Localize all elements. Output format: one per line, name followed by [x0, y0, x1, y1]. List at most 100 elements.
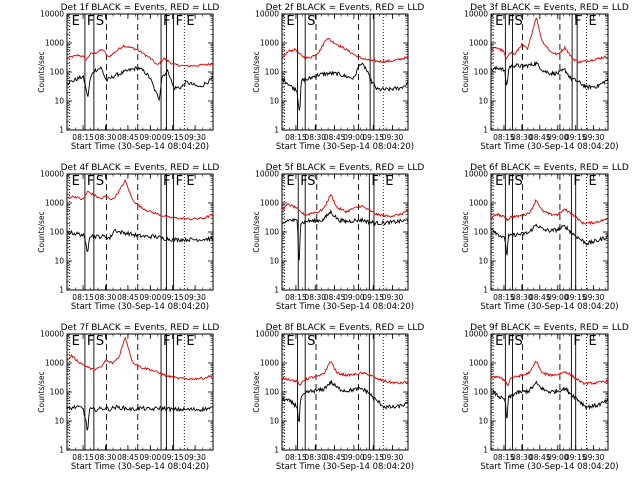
y-tick-label: 10000 [255, 10, 279, 19]
y-tick-label: 10000 [255, 170, 279, 179]
event-marker-label: S [307, 14, 315, 29]
series-line [66, 404, 213, 431]
y-tick-label: 1 [274, 286, 279, 295]
x-tick-label: 08:45 [324, 293, 346, 302]
x-tick-label: 08:15 [72, 133, 94, 142]
x-tick-label: 09:30 [382, 293, 404, 302]
event-marker-label: S [96, 174, 104, 189]
series-line [490, 199, 609, 226]
x-tick-label: 09:15 [162, 293, 184, 302]
series-line [281, 361, 409, 386]
y-tick-label: 10000 [464, 10, 488, 19]
event-marker-label: E [495, 14, 503, 29]
y-tick-label: 1 [483, 286, 488, 295]
chart-panel-8: Det 8f BLACK = Events, RED = LLD 1 10 100 10… [252, 323, 424, 472]
x-tick-label: 08:45 [529, 453, 551, 462]
y-tick-label: 10000 [40, 330, 64, 339]
event-marker-label: F [300, 174, 307, 189]
chart-title: Det 5f BLACK = Events, RED = LLD [266, 163, 425, 173]
event-marker-label: E [186, 174, 194, 189]
y-axis-label: Counts/sec [37, 51, 46, 92]
plot-frame [66, 13, 214, 131]
event-marker-label: F [176, 334, 183, 349]
chart-title: Det 6f BLACK = Events, RED = LLD [470, 163, 629, 173]
y-tick-label: 10 [478, 97, 488, 106]
y-axis-label: Counts/sec [461, 211, 470, 252]
y-tick-label: 10 [478, 257, 488, 266]
chart-title: Det 7f BLACK = Events, RED = LLD [61, 323, 220, 333]
x-tick-label: 09:15 [362, 133, 384, 142]
x-tick-label: 09:30 [184, 293, 206, 302]
plot-frame [281, 173, 409, 291]
y-tick-label: 10 [269, 417, 279, 426]
x-tick-label: 08:45 [529, 293, 551, 302]
y-tick-label: 1 [274, 446, 279, 455]
chart-panel-4: Det 4f BLACK = Events, RED = LLD 1 10 100 10… [37, 163, 219, 312]
y-axis-label: Counts/sec [37, 211, 46, 252]
event-marker-label: E [495, 334, 503, 349]
x-tick-label: 08:30 [511, 453, 533, 462]
x-tick-label: 08:15 [285, 133, 307, 142]
x-tick-label: 09:00 [139, 293, 161, 302]
y-tick-label: 1000 [469, 359, 488, 368]
y-tick-label: 10 [478, 417, 488, 426]
x-tick-label: 08:15 [285, 453, 307, 462]
series-line [490, 223, 609, 256]
y-tick-label: 1000 [469, 39, 488, 48]
chart-title: Det 8f BLACK = Events, RED = LLD [266, 323, 425, 333]
y-axis-label: Counts/sec [461, 51, 470, 92]
event-marker-label: F [573, 334, 580, 349]
event-marker-label: F [573, 174, 580, 189]
x-tick-label: 09:15 [565, 453, 587, 462]
series-line [490, 380, 609, 419]
x-tick-label: 08:30 [304, 453, 326, 462]
x-tick-label: 09:30 [583, 133, 605, 142]
event-marker-label: F [176, 14, 183, 29]
event-marker-label: F [87, 334, 94, 349]
y-tick-label: 10 [54, 257, 64, 266]
x-axis-label: Start Time (30-Sep-14 08:04:20) [71, 302, 209, 312]
x-tick-label: 08:15 [493, 133, 515, 142]
event-marker-label: E [186, 334, 194, 349]
x-tick-label: 09:30 [382, 133, 404, 142]
y-axis-label: Counts/sec [252, 371, 261, 412]
y-tick-label: 100 [50, 228, 65, 237]
chart-panel-7: Det 7f BLACK = Events, RED = LLD 1 10 100 10… [37, 323, 219, 472]
y-tick-label: 1000 [45, 39, 64, 48]
event-marker-label: S [515, 14, 523, 29]
x-tick-label: 09:30 [583, 293, 605, 302]
x-tick-label: 08:15 [72, 453, 94, 462]
x-tick-label: 08:30 [511, 133, 533, 142]
event-marker-label: S [307, 334, 315, 349]
y-tick-label: 1 [59, 126, 64, 135]
event-marker-label: E [588, 334, 596, 349]
chart-title: Det 1f BLACK = Events, RED = LLD [61, 3, 220, 13]
y-tick-label: 100 [474, 68, 489, 77]
event-marker-label: F [87, 14, 94, 29]
x-axis-label: Start Time (30-Sep-14 08:04:20) [71, 142, 209, 152]
x-tick-label: 09:30 [382, 453, 404, 462]
y-tick-label: 10 [269, 257, 279, 266]
y-tick-label: 100 [265, 228, 280, 237]
event-marker-label: F [176, 174, 183, 189]
x-axis-label: Start Time (30-Sep-14 08:04:20) [480, 142, 618, 152]
event-marker-label: F [507, 334, 514, 349]
y-tick-label: 10 [269, 97, 279, 106]
event-marker-label: E [588, 14, 596, 29]
x-tick-label: 08:15 [493, 293, 515, 302]
y-tick-label: 100 [50, 68, 65, 77]
x-tick-label: 08:45 [117, 453, 139, 462]
event-marker-label: E [495, 174, 503, 189]
series-line [281, 194, 409, 218]
y-tick-label: 100 [265, 388, 280, 397]
x-tick-label: 09:00 [139, 453, 161, 462]
event-marker-label: S [96, 14, 104, 29]
y-tick-label: 10000 [464, 330, 488, 339]
x-tick-label: 09:30 [184, 453, 206, 462]
chart-panel-1: Det 1f BLACK = Events, RED = LLD 1 10 100 10… [37, 3, 219, 152]
event-marker-label: E [286, 334, 294, 349]
x-tick-label: 09:00 [343, 133, 365, 142]
y-tick-label: 1 [59, 446, 64, 455]
plot-frame [66, 333, 214, 451]
event-marker-label: F [507, 174, 514, 189]
